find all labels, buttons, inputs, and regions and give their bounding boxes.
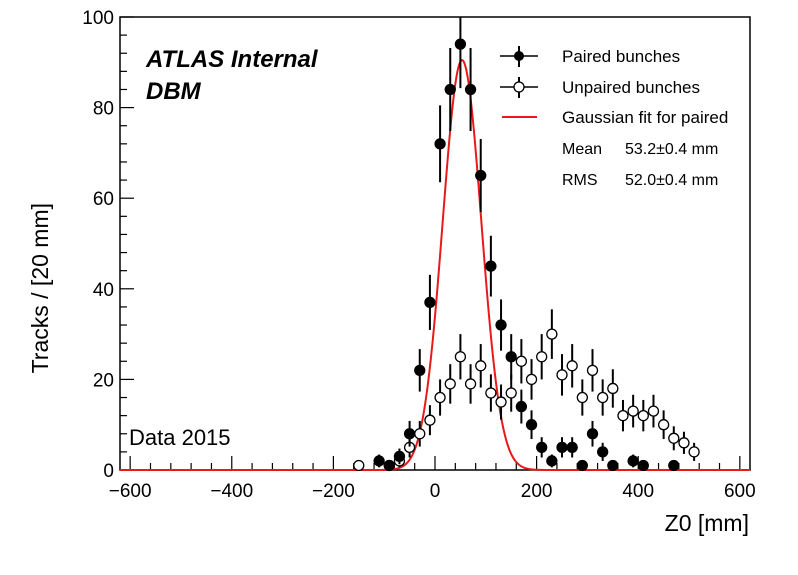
unpaired-point (454, 351, 467, 363)
axis-ticks (120, 16, 741, 471)
unpaired-point (607, 382, 619, 395)
paired-point (414, 364, 426, 376)
paired-point (495, 319, 507, 331)
unpaired-point (464, 378, 477, 390)
paired-point (454, 38, 467, 50)
x-tick-label: 0 (430, 481, 441, 502)
paired-point (668, 459, 680, 472)
x-tick-label: 600 (724, 481, 756, 502)
paired-point (485, 260, 497, 272)
y-tick-label: 40 (93, 280, 114, 301)
y-axis-title: Tracks / [20 mm] (27, 203, 53, 373)
legend: Paired bunches Unpaired bunches Gaussian… (500, 46, 728, 189)
paired-point (444, 83, 456, 96)
unpaired-point (434, 391, 446, 404)
x-tick-label: 200 (521, 481, 553, 502)
series-unpaired (353, 309, 700, 472)
unpaired-point (637, 409, 649, 422)
unpaired-point (678, 437, 690, 449)
paired-point (556, 441, 568, 454)
unpaired-point (485, 387, 497, 399)
unpaired-point (424, 414, 436, 426)
stat-rms-value: 52.0±0.4 mm (625, 172, 718, 189)
paired-point (464, 83, 477, 96)
unpaired-point (414, 428, 426, 440)
paired-point (586, 428, 599, 440)
paired-point (576, 459, 588, 472)
legend-paired-marker (514, 51, 524, 61)
unpaired-point (505, 387, 517, 399)
y-tick-label: 100 (82, 8, 114, 29)
y-tick-label: 80 (93, 99, 114, 120)
stat-mean-label: Mean (562, 141, 602, 158)
paired-point (383, 459, 395, 472)
unpaired-point (515, 355, 528, 367)
paired-point (536, 441, 548, 454)
x-tick-label: −600 (109, 481, 152, 502)
paired-point (607, 459, 619, 472)
paired-point (393, 450, 406, 463)
unpaired-point (495, 396, 507, 408)
y-tick-labels: 0 20 40 60 80 100 (82, 8, 114, 482)
unpaired-point (576, 391, 588, 404)
unpaired-point (566, 360, 578, 372)
unpaired-point (353, 459, 365, 472)
paired-point (475, 169, 487, 182)
paired-point (597, 446, 609, 458)
unpaired-point (668, 432, 680, 444)
unpaired-point (617, 409, 629, 422)
legend-unpaired-label: Unpaired bunches (562, 78, 700, 97)
paired-point (566, 441, 578, 454)
y-tick-label: 20 (93, 370, 114, 391)
paired-point (525, 419, 538, 431)
unpaired-point (444, 378, 456, 390)
paired-point (546, 455, 558, 467)
stat-rms-label: RMS (562, 172, 598, 189)
paired-point (627, 455, 639, 467)
paired-point (424, 296, 436, 309)
y-tick-label: 0 (103, 461, 114, 482)
paired-point (637, 459, 649, 472)
series-paired (373, 17, 680, 472)
stat-mean-value: 53.2±0.4 mm (625, 141, 718, 158)
paired-point (403, 428, 416, 440)
legend-unpaired-marker (513, 81, 525, 93)
paired-point (434, 138, 446, 150)
unpaired-point (688, 446, 700, 458)
unpaired-point (556, 369, 568, 381)
x-axis-title: Z0 [mm] (665, 510, 749, 536)
x-tick-label: 400 (622, 481, 654, 502)
unpaired-point (647, 405, 660, 417)
x-tick-label: −400 (210, 481, 253, 502)
unpaired-point (546, 328, 558, 340)
experiment-label: ATLAS Internal (145, 46, 319, 73)
paired-point (515, 400, 528, 413)
paired-point (373, 455, 385, 467)
unpaired-point (657, 419, 670, 431)
x-tick-labels: −600 −400 −200 0 200 400 600 (109, 481, 756, 502)
unpaired-point (525, 373, 538, 386)
x-tick-label: −200 (312, 481, 355, 502)
legend-paired-label: Paired bunches (562, 47, 680, 66)
unpaired-point (627, 405, 639, 417)
detector-label: DBM (146, 78, 202, 105)
legend-fit-label: Gaussian fit for paired (562, 108, 728, 127)
unpaired-point (597, 391, 609, 404)
paired-point (505, 351, 517, 363)
unpaired-point (586, 364, 599, 376)
unpaired-point (475, 360, 487, 372)
y-tick-label: 60 (93, 189, 114, 210)
unpaired-point (536, 351, 548, 363)
dataset-label: Data 2015 (129, 425, 231, 450)
